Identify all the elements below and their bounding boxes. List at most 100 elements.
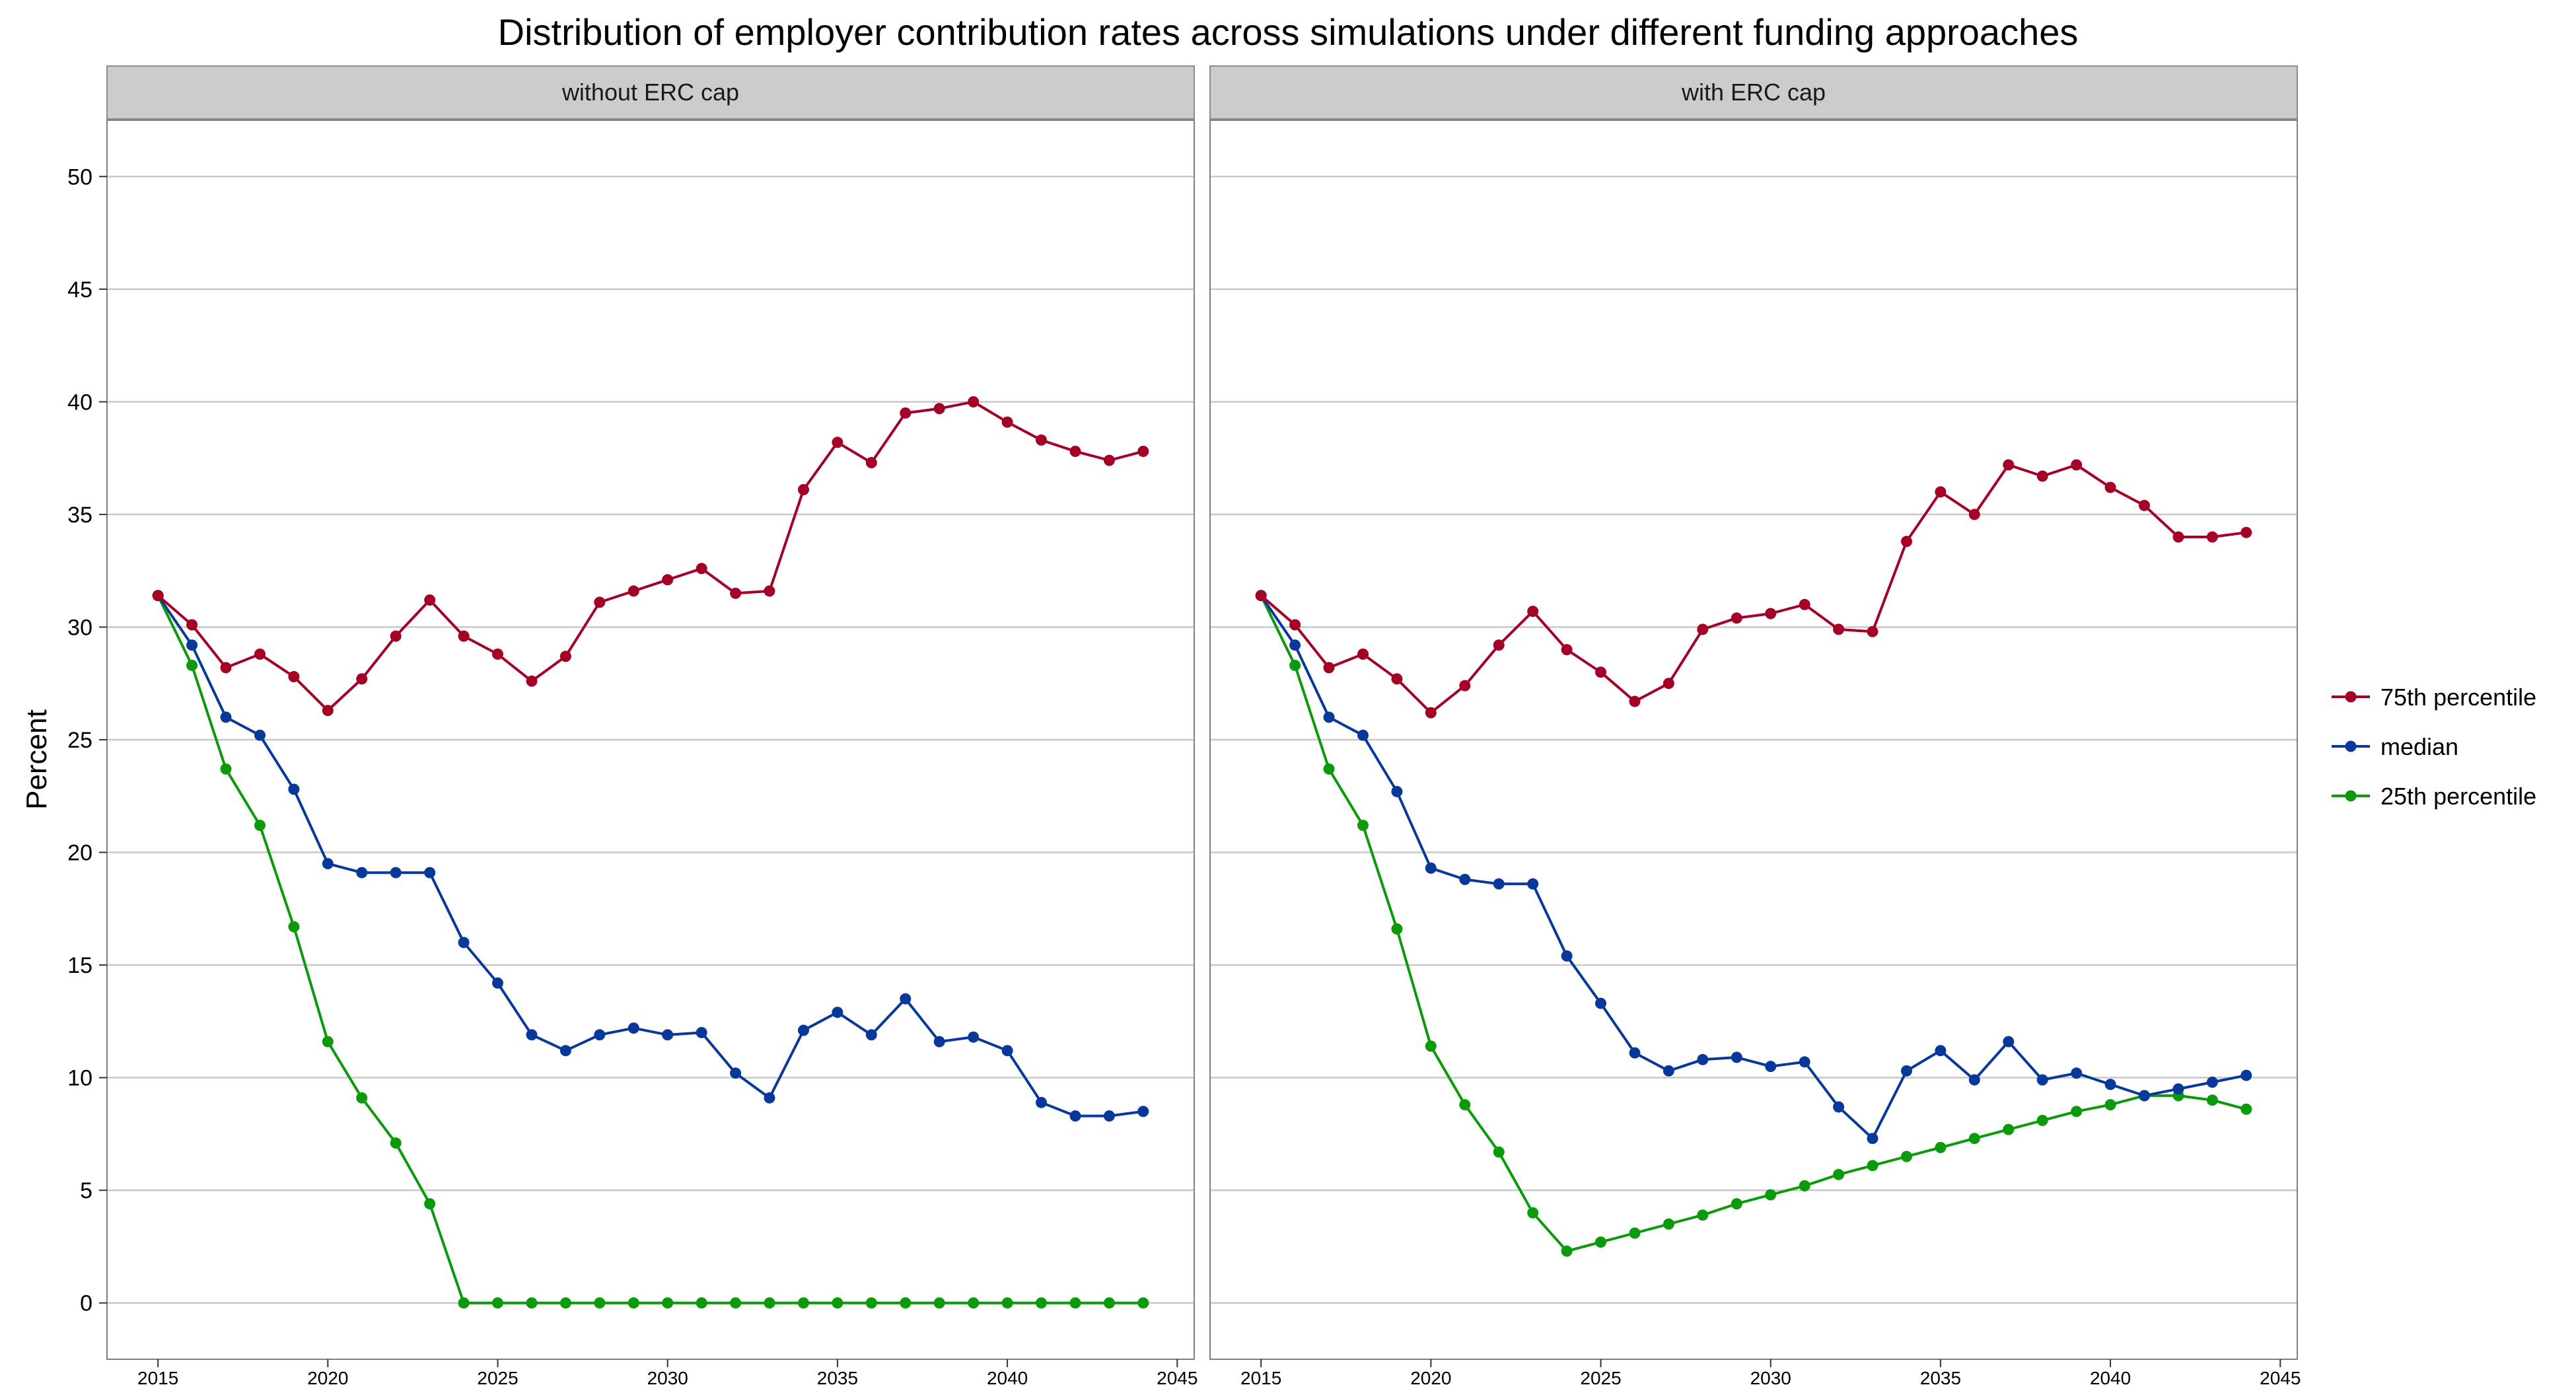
- data-point-median: [1459, 874, 1471, 885]
- y-tick-label: 45: [67, 277, 92, 302]
- data-point-75th-percentile: [1069, 445, 1081, 457]
- data-point-25th-percentile: [2206, 1094, 2218, 1106]
- data-point-median: [220, 711, 232, 723]
- data-point-25th-percentile: [1001, 1297, 1013, 1309]
- data-point-25th-percentile: [559, 1297, 571, 1309]
- data-point-75th-percentile: [356, 673, 368, 685]
- data-point-median: [2036, 1074, 2048, 1086]
- legend-item-median: median: [2332, 733, 2458, 760]
- data-point-median: [933, 1036, 945, 1048]
- legend-item-75th-percentile: 75th percentile: [2332, 684, 2536, 711]
- legend-key-marker: [2345, 790, 2357, 802]
- data-point-median: [798, 1024, 809, 1036]
- data-point-median: [1867, 1133, 1878, 1145]
- data-point-median: [1833, 1101, 1845, 1113]
- legend-label: median: [2380, 733, 2458, 760]
- data-point-median: [1629, 1047, 1641, 1059]
- data-point-25th-percentile: [322, 1036, 334, 1048]
- data-point-75th-percentile: [1697, 623, 1709, 635]
- x-tick-label: 2025: [477, 1368, 518, 1387]
- data-point-25th-percentile: [764, 1297, 775, 1309]
- y-tick-label: 5: [80, 1178, 92, 1203]
- y-tick-label: 35: [67, 503, 92, 528]
- data-point-75th-percentile: [933, 403, 945, 415]
- data-point-median: [730, 1067, 742, 1079]
- data-point-25th-percentile: [1103, 1297, 1115, 1309]
- panel-strip: [1209, 65, 2298, 120]
- data-point-75th-percentile: [1935, 486, 1947, 498]
- data-point-25th-percentile: [1137, 1297, 1149, 1309]
- data-point-median: [1425, 862, 1437, 874]
- data-point-median: [1697, 1053, 1709, 1065]
- data-point-75th-percentile: [526, 675, 538, 687]
- data-point-25th-percentile: [1697, 1209, 1709, 1221]
- data-point-75th-percentile: [1765, 608, 1777, 620]
- data-point-75th-percentile: [458, 630, 470, 642]
- data-point-75th-percentile: [832, 437, 843, 448]
- series-line-median: [157, 594, 1144, 1118]
- data-point-25th-percentile: [696, 1297, 707, 1309]
- y-tick-label: 50: [67, 164, 92, 190]
- data-point-25th-percentile: [594, 1297, 606, 1309]
- data-point-25th-percentile: [1493, 1146, 1505, 1158]
- data-point-median: [322, 858, 334, 870]
- data-point-75th-percentile: [764, 585, 775, 597]
- data-point-median: [594, 1029, 606, 1041]
- x-tick-label: 2040: [2090, 1368, 2131, 1387]
- data-point-75th-percentile: [288, 671, 300, 682]
- data-point-median: [1289, 639, 1301, 651]
- data-point-25th-percentile: [627, 1297, 639, 1309]
- data-point-median: [627, 1022, 639, 1034]
- data-point-median: [1765, 1061, 1777, 1073]
- x-tick-label: 2045: [2260, 1368, 2301, 1387]
- data-point-75th-percentile: [1663, 678, 1674, 690]
- data-point-median: [865, 1029, 877, 1041]
- series-line-median: [1260, 594, 2247, 1140]
- data-point-25th-percentile: [1459, 1099, 1471, 1111]
- data-point-75th-percentile: [1357, 648, 1369, 660]
- series-median: [1255, 590, 2252, 1145]
- series-25th-percentile: [1255, 590, 2252, 1257]
- data-point-median: [492, 977, 503, 989]
- data-point-median: [1527, 878, 1539, 890]
- x-tick-label: 2020: [307, 1368, 348, 1387]
- data-point-75th-percentile: [2139, 499, 2150, 511]
- data-point-75th-percentile: [1968, 509, 1980, 520]
- data-point-25th-percentile: [2071, 1106, 2083, 1118]
- data-point-25th-percentile: [424, 1198, 436, 1210]
- data-point-75th-percentile: [1001, 416, 1013, 428]
- data-point-25th-percentile: [1901, 1151, 1912, 1162]
- data-point-25th-percentile: [798, 1297, 809, 1309]
- data-point-25th-percentile: [2240, 1103, 2252, 1115]
- data-point-25th-percentile: [1663, 1218, 1674, 1230]
- data-point-75th-percentile: [390, 630, 402, 642]
- data-point-75th-percentile: [627, 585, 639, 597]
- data-point-median: [1137, 1106, 1149, 1118]
- series-line-25th-percentile: [157, 594, 1143, 1304]
- data-point-25th-percentile: [390, 1137, 402, 1149]
- data-point-median: [662, 1029, 674, 1041]
- data-point-75th-percentile: [594, 596, 606, 608]
- data-point-25th-percentile: [492, 1297, 503, 1309]
- data-point-25th-percentile: [2003, 1123, 2015, 1135]
- series-line-25th-percentile: [1260, 594, 2247, 1253]
- data-point-25th-percentile: [1391, 923, 1403, 935]
- data-point-median: [1799, 1056, 1810, 1068]
- data-point-median: [1357, 729, 1369, 741]
- data-point-75th-percentile: [730, 587, 742, 599]
- series-75th-percentile: [152, 396, 1149, 717]
- x-tick-label: 2030: [647, 1368, 688, 1387]
- data-point-25th-percentile: [1799, 1180, 1810, 1191]
- data-point-median: [288, 783, 300, 795]
- plot-border: [1209, 120, 2298, 1360]
- x-tick-label: 2015: [137, 1368, 178, 1387]
- x-tick-label: 2025: [1580, 1368, 1621, 1387]
- x-tick-label: 2040: [987, 1368, 1028, 1387]
- data-point-25th-percentile: [933, 1297, 945, 1309]
- data-point-75th-percentile: [1103, 454, 1115, 466]
- panel-strip-label: without ERC cap: [561, 79, 739, 106]
- data-point-median: [2104, 1079, 2116, 1090]
- data-point-75th-percentile: [424, 594, 436, 606]
